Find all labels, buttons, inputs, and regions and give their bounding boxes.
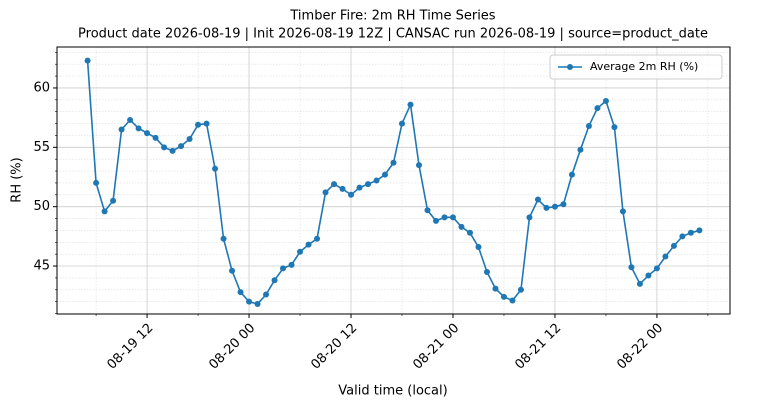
data-point <box>517 286 524 293</box>
data-point <box>696 227 703 234</box>
data-point <box>93 179 100 186</box>
data-point <box>84 57 91 64</box>
data-point <box>441 214 448 221</box>
data-point <box>356 184 363 191</box>
chart-title: Timber Fire: 2m RH Time Series <box>289 9 495 24</box>
legend-label: Average 2m RH (%) <box>590 60 698 73</box>
plot-frame <box>56 46 731 315</box>
data-point <box>602 98 609 105</box>
data-point <box>628 264 635 271</box>
data-point <box>365 181 372 188</box>
y-tick-label: 45 <box>33 259 50 274</box>
data-point <box>186 136 193 143</box>
data-point <box>203 120 210 127</box>
data-point <box>288 261 295 268</box>
legend-box <box>549 54 723 80</box>
data-point <box>382 171 389 178</box>
data-point <box>679 233 686 240</box>
data-point <box>229 267 236 274</box>
chart-subtitle: Product date 2026-08-19 | Init 2026-08-1… <box>78 27 708 42</box>
y-tick-label: 50 <box>33 199 50 214</box>
data-point <box>432 217 439 224</box>
y-tick-label: 60 <box>33 80 50 95</box>
data-point <box>636 280 643 287</box>
data-point <box>246 298 253 305</box>
data-point <box>178 143 185 150</box>
data-point <box>280 265 287 272</box>
data-point <box>398 120 405 127</box>
data-point <box>331 181 338 188</box>
data-point <box>195 121 202 128</box>
data-point <box>144 130 151 137</box>
data-point <box>118 126 125 133</box>
data-point <box>466 229 473 236</box>
data-point <box>594 105 601 112</box>
data-point <box>662 253 669 260</box>
data-point <box>373 177 380 184</box>
data-point <box>534 196 541 203</box>
data-point <box>220 235 227 242</box>
x-axis-label: Valid time (local) <box>338 384 447 399</box>
data-point <box>101 208 108 215</box>
data-point <box>645 272 652 279</box>
data-point <box>526 214 533 221</box>
data-point <box>237 289 244 296</box>
data-point <box>551 203 558 210</box>
data-point <box>271 277 278 284</box>
legend-marker <box>567 64 573 70</box>
data-point <box>449 214 456 221</box>
y-tick-label: 55 <box>33 140 50 155</box>
data-point <box>415 162 422 169</box>
data-point <box>322 189 329 196</box>
data-point <box>619 208 626 215</box>
data-point <box>407 101 414 108</box>
data-point <box>110 197 117 204</box>
data-point <box>568 171 575 178</box>
data-point <box>305 241 312 248</box>
legend: Average 2m RH (%) <box>549 54 723 80</box>
data-point <box>577 146 584 153</box>
data-point <box>152 134 159 141</box>
data-point <box>585 122 592 129</box>
data-point <box>169 147 176 154</box>
data-point <box>509 297 516 304</box>
data-point <box>127 117 134 124</box>
data-point <box>263 291 270 298</box>
data-point <box>424 207 431 214</box>
data-point <box>475 244 482 251</box>
data-point <box>670 242 677 249</box>
data-point <box>653 265 660 272</box>
data-point <box>254 301 261 308</box>
data-point <box>212 165 219 172</box>
data-point <box>348 191 355 198</box>
data-point <box>492 285 499 292</box>
data-point <box>297 248 304 255</box>
data-point <box>339 185 346 192</box>
data-point <box>611 124 618 131</box>
data-point <box>687 229 694 236</box>
data-point <box>161 144 168 151</box>
data-point <box>314 235 321 242</box>
data-point <box>135 125 142 132</box>
data-point <box>500 293 507 300</box>
data-point <box>390 159 397 166</box>
data-point <box>458 223 465 230</box>
data-point <box>560 201 567 208</box>
data-point <box>483 268 490 275</box>
y-axis-label: RH (%) <box>10 157 25 202</box>
data-point <box>543 204 550 211</box>
